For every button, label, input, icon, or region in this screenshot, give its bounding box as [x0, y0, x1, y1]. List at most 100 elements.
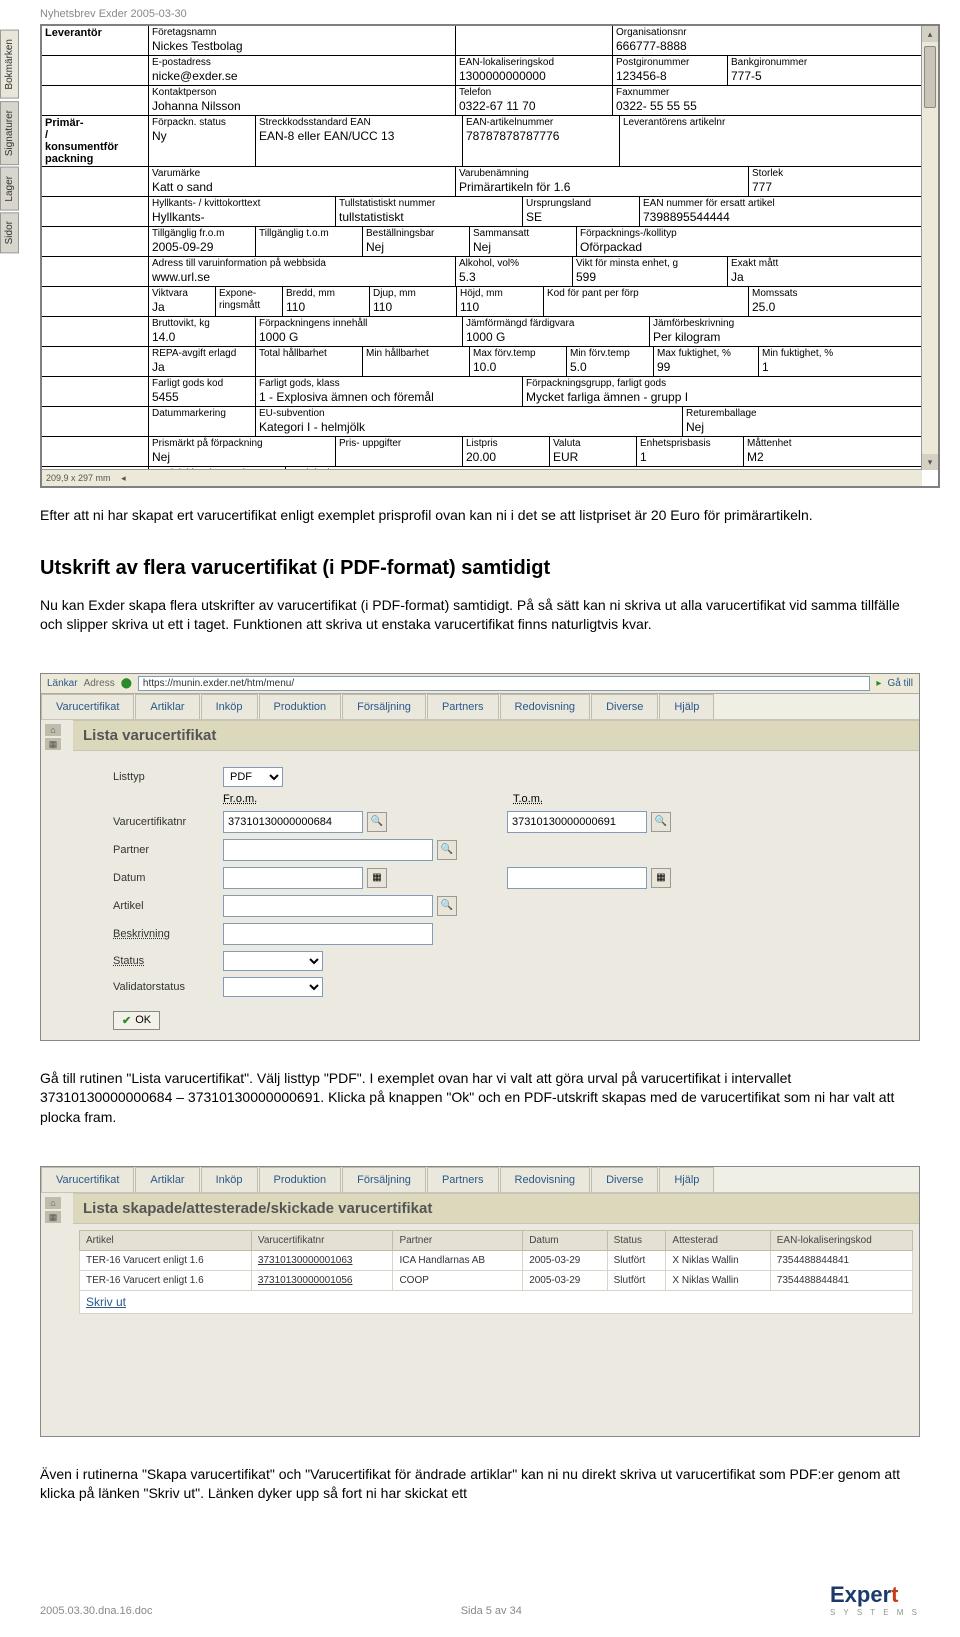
section-label: [42, 437, 149, 466]
input-date-from[interactable]: [223, 867, 363, 889]
menu-produktion[interactable]: Produktion: [259, 694, 342, 719]
menu-diverse[interactable]: Diverse: [591, 1167, 658, 1192]
form-field: [456, 26, 613, 55]
field-label: Validatorstatus: [113, 981, 223, 993]
form-field: Streckkodsstandard EANEAN-8 eller EAN/UC…: [256, 116, 463, 166]
menu-diverse[interactable]: Diverse: [591, 694, 658, 719]
menu-partners[interactable]: Partners: [427, 1167, 499, 1192]
icon-grid-2[interactable]: ▦: [45, 1211, 61, 1223]
section-label: Primär-/konsumentförpackning: [42, 116, 149, 166]
form-field: Tillgänglig t.o.m: [256, 227, 363, 256]
form-field: Bredd, mm110: [283, 287, 370, 316]
select-listtyp[interactable]: PDF: [223, 767, 283, 787]
form-field: Datummarkering: [149, 407, 256, 436]
input-beskrivning[interactable]: [223, 923, 433, 945]
panel-title-2: Lista skapade/attesterade/skickade varuc…: [73, 1193, 919, 1224]
paragraph-2: Nu kan Exder skapa flera utskrifter av v…: [40, 596, 920, 635]
form-field: Total hållbarhet: [256, 347, 363, 376]
form-field: Djup, mm110: [370, 287, 457, 316]
section-label: [42, 167, 149, 196]
panel-title: Lista varucertifikat: [73, 720, 919, 751]
lookup-icon[interactable]: 🔍: [367, 812, 387, 832]
menu-varucertifikat[interactable]: Varucertifikat: [41, 694, 134, 719]
form-field: Alkohol, vol%5.3: [456, 257, 573, 286]
menu-redovisning[interactable]: Redovisning: [500, 1167, 591, 1192]
input-artikel[interactable]: [223, 895, 433, 917]
app-window-list-certificates: Länkar Adress ⬤ https://munin.exder.net/…: [40, 673, 920, 1041]
input-partner[interactable]: [223, 839, 433, 861]
table-header[interactable]: Partner: [393, 1230, 523, 1250]
menu-inköp[interactable]: Inköp: [201, 694, 258, 719]
form-field: EAN-artikelnummer78787878787776: [463, 116, 620, 166]
table-header[interactable]: EAN-lokaliseringskod: [770, 1230, 912, 1250]
check-icon: ✔: [122, 1014, 131, 1027]
table-header[interactable]: Artikel: [80, 1230, 252, 1250]
form-field: Max förv.temp10.0: [470, 347, 567, 376]
menu-redovisning[interactable]: Redovisning: [500, 694, 591, 719]
go-button[interactable]: Gå till: [887, 678, 913, 689]
menu-partners[interactable]: Partners: [427, 694, 499, 719]
table-cell: Slutfört: [607, 1250, 666, 1270]
field-label: Varucertifikatnr: [113, 816, 223, 828]
print-link[interactable]: Skriv ut: [86, 1295, 126, 1309]
scroll-thumb[interactable]: [924, 46, 936, 108]
vertical-scrollbar[interactable]: ▴ ▾: [921, 26, 938, 470]
form-field: ViktvaraJa: [149, 287, 216, 316]
table-cell: COOP: [393, 1270, 523, 1290]
form-field: Bankgironummer777-5: [728, 56, 834, 85]
table-header[interactable]: Status: [607, 1230, 666, 1250]
menu-inköp[interactable]: Inköp: [201, 1167, 258, 1192]
section-label: [42, 407, 149, 436]
menu-artiklar[interactable]: Artiklar: [135, 1167, 199, 1192]
sidebar-tab-bokmärken[interactable]: Bokmärken: [0, 30, 19, 99]
paragraph-3: Gå till rutinen "Lista varucertifikat". …: [40, 1069, 920, 1128]
table-cell: 7354488844841: [770, 1250, 912, 1270]
calendar-icon[interactable]: ▦: [651, 868, 671, 888]
section-label: [42, 197, 149, 226]
select-status[interactable]: [223, 951, 323, 971]
sidebar-tab-signaturer[interactable]: Signaturer: [0, 101, 19, 165]
icon-home-2[interactable]: ⌂: [45, 1197, 61, 1209]
address-bar[interactable]: https://munin.exder.net/htm/menu/: [138, 676, 871, 691]
input-cert-from[interactable]: [223, 811, 363, 833]
field-label: Partner: [113, 844, 223, 856]
input-cert-to[interactable]: [507, 811, 647, 833]
form-field: E-postadressnicke@exder.se: [149, 56, 456, 85]
field-label: Artikel: [113, 900, 223, 912]
cert-link[interactable]: 37310130000001063: [251, 1250, 393, 1270]
ok-button[interactable]: ✔OK: [113, 1011, 160, 1030]
form-field: Farligt gods, klass1 - Explosiva ämnen o…: [256, 377, 523, 406]
form-field: EAN nummer för ersatt artikel73988955444…: [640, 197, 834, 226]
browser-toolbar: Länkar Adress ⬤ https://munin.exder.net/…: [41, 674, 919, 694]
menu-hjälp[interactable]: Hjälp: [659, 1167, 714, 1192]
horizontal-scrollbar[interactable]: 209,9 x 297 mm ◂: [42, 469, 922, 486]
calendar-icon[interactable]: ▦: [367, 868, 387, 888]
menu-produktion[interactable]: Produktion: [259, 1167, 342, 1192]
input-date-to[interactable]: [507, 867, 647, 889]
sidebar-tab-sidor[interactable]: Sidor: [0, 212, 19, 253]
sidebar-tab-lager[interactable]: Lager: [0, 167, 19, 211]
table-header[interactable]: Attesterad: [666, 1230, 770, 1250]
menu-artiklar[interactable]: Artiklar: [135, 694, 199, 719]
pdf-sidebar-tabs: Bokmärken Signaturer LagerSidor: [0, 30, 19, 254]
menu-varucertifikat[interactable]: Varucertifikat: [41, 1167, 134, 1192]
select-validatorstatus[interactable]: [223, 977, 323, 997]
icon-grid[interactable]: ▦: [45, 738, 61, 750]
scroll-up-icon[interactable]: ▴: [922, 26, 938, 42]
cert-link[interactable]: 37310130000001056: [251, 1270, 393, 1290]
icon-home[interactable]: ⌂: [45, 724, 61, 736]
lookup-icon[interactable]: 🔍: [437, 896, 457, 916]
menu-försäljning[interactable]: Försäljning: [342, 1167, 426, 1192]
scroll-down-icon[interactable]: ▾: [922, 454, 938, 470]
field-label: Datum: [113, 872, 223, 884]
table-header[interactable]: Varucertifikatnr: [251, 1230, 393, 1250]
lookup-icon[interactable]: 🔍: [651, 812, 671, 832]
form-field: ReturemballageNej: [683, 407, 827, 436]
table-header[interactable]: Datum: [523, 1230, 607, 1250]
lookup-icon[interactable]: 🔍: [437, 840, 457, 860]
form-field: Momssats25.0: [749, 287, 855, 316]
menu-försäljning[interactable]: Försäljning: [342, 694, 426, 719]
table-cell: Slutfört: [607, 1270, 666, 1290]
app-window-created-certificates: VarucertifikatArtiklarInköpProduktionFör…: [40, 1166, 920, 1437]
menu-hjälp[interactable]: Hjälp: [659, 694, 714, 719]
